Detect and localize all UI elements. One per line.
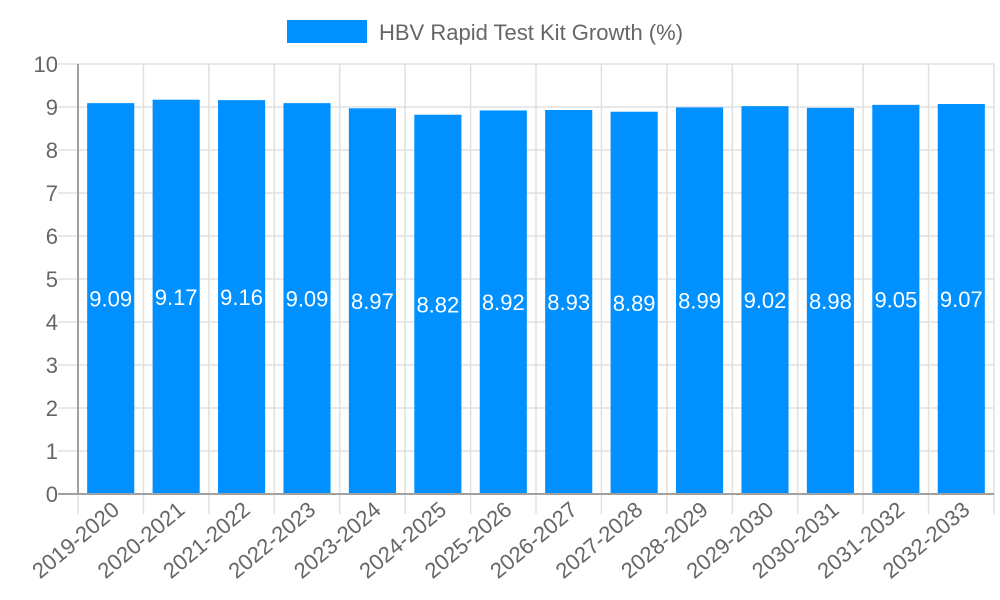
bar-value-label: 8.93 [547,290,590,315]
legend[interactable]: HBV Rapid Test Kit Growth (%) [287,20,683,45]
bar[interactable] [806,107,854,495]
y-tick-label: 3 [46,353,58,378]
bar[interactable] [937,103,985,495]
bar[interactable] [152,99,200,494]
bar-value-label: 9.07 [940,287,983,312]
bar[interactable] [741,106,789,494]
bar[interactable] [479,110,527,494]
y-tick-label: 0 [46,482,58,507]
bar[interactable] [414,114,462,495]
bar-value-label: 9.02 [744,288,787,313]
bar-value-label: 9.09 [89,287,132,312]
y-tick-label: 4 [46,310,58,335]
y-tick-label: 6 [46,224,58,249]
bar-value-label: 9.09 [286,287,329,312]
y-tick-label: 9 [46,95,58,120]
bar-value-label: 8.92 [482,290,525,315]
bar[interactable] [545,110,593,494]
bar[interactable] [87,103,135,494]
y-tick-label: 1 [46,439,58,464]
bar-value-label: 9.16 [220,285,263,310]
y-tick-label: 5 [46,267,58,292]
y-axis-ticks: 0 1 2 3 4 5 6 7 8 9 10 [34,52,58,507]
bar-value-label: 8.89 [613,291,656,316]
y-tick-label: 7 [46,181,58,206]
bars: 9.09 9.17 9.16 9.09 8.97 8.82 8.92 8.93 8.89 8.99… [87,99,985,495]
axes [58,64,994,495]
y-tick-label: 10 [34,52,58,77]
bar[interactable] [218,100,266,495]
bar-value-label: 8.98 [809,289,852,314]
bar-value-label: 8.97 [351,289,394,314]
y-tick-label: 8 [46,138,58,163]
bar[interactable] [676,107,724,495]
bar[interactable] [283,103,331,494]
y-tick-label: 2 [46,396,58,421]
bar-value-label: 8.82 [416,292,459,317]
bar[interactable] [610,111,658,494]
bar-value-label: 9.17 [155,285,198,310]
bar[interactable] [872,104,920,494]
bar-value-label: 8.99 [678,289,721,314]
bar[interactable] [348,108,396,494]
legend-label: HBV Rapid Test Kit Growth (%) [379,20,683,45]
x-axis-ticks: 2019-20202020-20212021-20222022-20232023… [27,497,974,584]
legend-swatch [287,20,367,43]
bar-value-label: 9.05 [874,287,917,312]
